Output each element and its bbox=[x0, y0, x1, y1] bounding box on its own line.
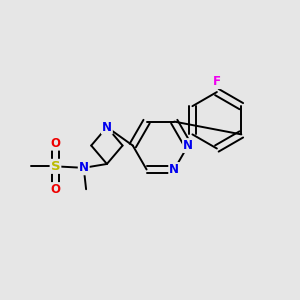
Text: O: O bbox=[50, 183, 61, 196]
Text: N: N bbox=[169, 163, 179, 176]
Text: F: F bbox=[213, 75, 221, 88]
Text: O: O bbox=[50, 137, 61, 150]
Text: S: S bbox=[51, 160, 60, 173]
Text: N: N bbox=[79, 161, 89, 174]
Text: N: N bbox=[102, 121, 112, 134]
Text: N: N bbox=[183, 139, 193, 152]
